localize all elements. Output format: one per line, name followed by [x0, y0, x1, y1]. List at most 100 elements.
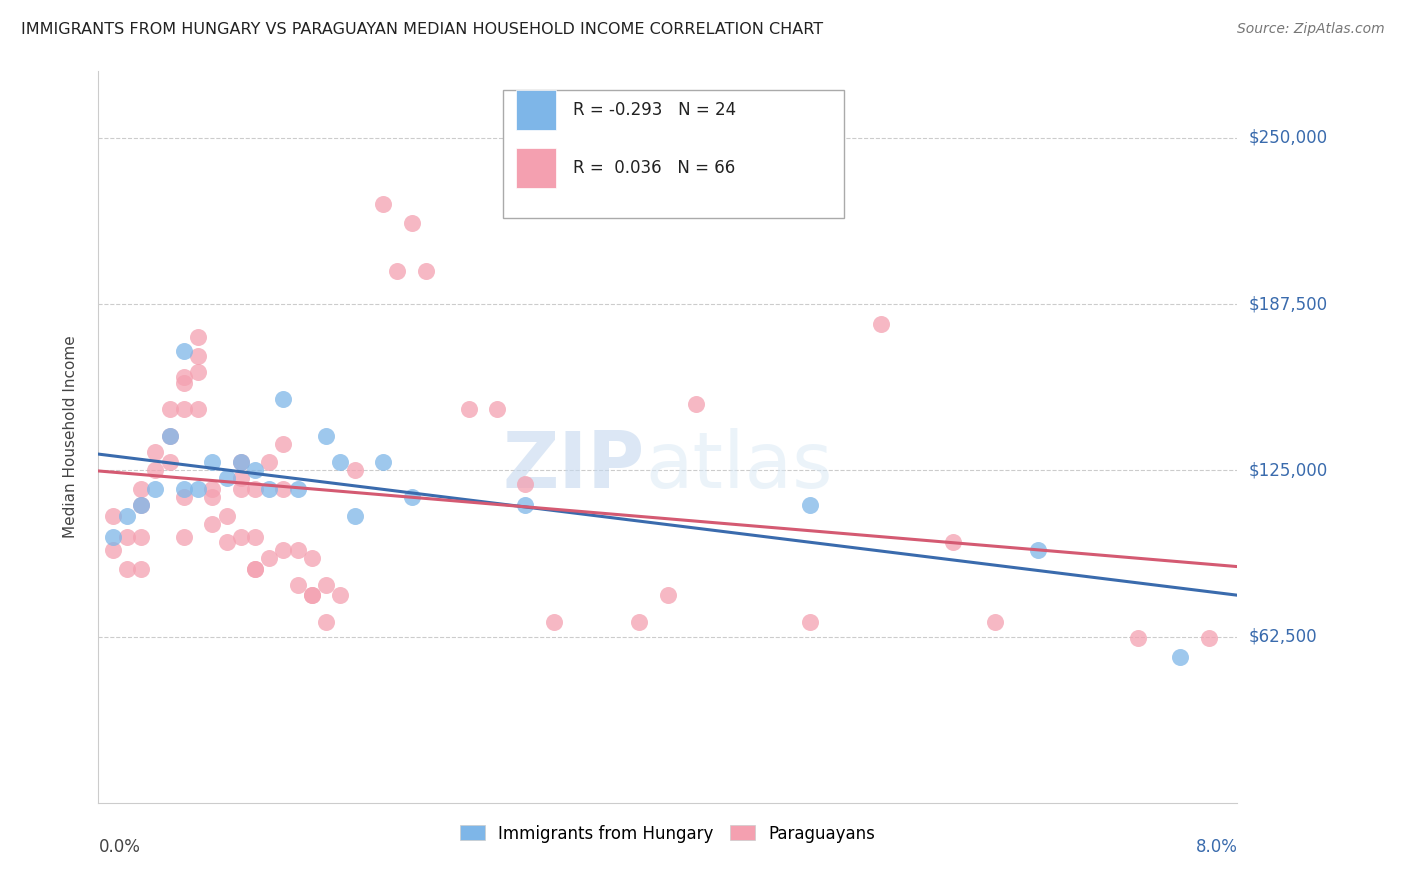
Point	[315, 577, 337, 591]
Point	[799, 615, 821, 629]
Point	[129, 498, 152, 512]
Point	[129, 482, 152, 496]
Text: Source: ZipAtlas.com: Source: ZipAtlas.com	[1237, 22, 1385, 37]
Point	[173, 402, 195, 417]
Point	[115, 508, 138, 523]
Point	[129, 498, 152, 512]
Point	[201, 482, 224, 496]
Point	[173, 376, 195, 390]
Point	[173, 530, 195, 544]
Point	[243, 530, 266, 544]
Text: $187,500: $187,500	[1249, 295, 1327, 313]
Point	[187, 365, 209, 379]
Point	[243, 463, 266, 477]
Point	[628, 615, 651, 629]
Text: R = -0.293   N = 24: R = -0.293 N = 24	[574, 101, 737, 119]
Point	[329, 455, 352, 469]
Point	[942, 535, 965, 549]
Text: ZIP: ZIP	[503, 428, 645, 504]
Point	[301, 551, 323, 566]
Point	[101, 530, 124, 544]
Point	[387, 264, 409, 278]
Point	[457, 402, 479, 417]
Point	[371, 197, 394, 211]
Point	[315, 615, 337, 629]
Point	[301, 588, 323, 602]
Point	[259, 455, 281, 469]
Text: 8.0%: 8.0%	[1195, 838, 1237, 855]
Point	[371, 455, 394, 469]
Point	[243, 562, 266, 576]
Point	[173, 370, 195, 384]
Point	[273, 482, 295, 496]
Point	[287, 482, 309, 496]
Point	[543, 615, 565, 629]
Point	[173, 343, 195, 358]
FancyBboxPatch shape	[516, 90, 557, 130]
Point	[870, 317, 893, 331]
Point	[159, 455, 181, 469]
Point	[315, 429, 337, 443]
FancyBboxPatch shape	[503, 89, 845, 218]
Point	[229, 471, 252, 485]
Point	[201, 455, 224, 469]
Text: IMMIGRANTS FROM HUNGARY VS PARAGUAYAN MEDIAN HOUSEHOLD INCOME CORRELATION CHART: IMMIGRANTS FROM HUNGARY VS PARAGUAYAN ME…	[21, 22, 824, 37]
Point	[301, 588, 323, 602]
Text: 0.0%: 0.0%	[98, 838, 141, 855]
Point	[173, 482, 195, 496]
Point	[187, 482, 209, 496]
Text: R =  0.036   N = 66: R = 0.036 N = 66	[574, 160, 735, 178]
Point	[215, 535, 238, 549]
Point	[273, 392, 295, 406]
Point	[799, 498, 821, 512]
Point	[287, 543, 309, 558]
Point	[173, 490, 195, 504]
Point	[215, 471, 238, 485]
Point	[187, 330, 209, 344]
Point	[259, 482, 281, 496]
Point	[343, 508, 366, 523]
Text: $250,000: $250,000	[1249, 128, 1327, 147]
Point	[515, 476, 537, 491]
Point	[243, 562, 266, 576]
Point	[145, 482, 167, 496]
Text: $125,000: $125,000	[1249, 461, 1327, 479]
Point	[101, 543, 124, 558]
Point	[515, 498, 537, 512]
Point	[401, 216, 423, 230]
Point	[273, 436, 295, 450]
Point	[401, 490, 423, 504]
Point	[984, 615, 1007, 629]
Point	[415, 264, 437, 278]
Y-axis label: Median Household Income: Median Household Income	[63, 335, 77, 539]
Point	[343, 463, 366, 477]
Point	[101, 508, 124, 523]
Legend: Immigrants from Hungary, Paraguayans: Immigrants from Hungary, Paraguayans	[453, 818, 883, 849]
Point	[229, 530, 252, 544]
Point	[159, 402, 181, 417]
Point	[329, 588, 352, 602]
FancyBboxPatch shape	[516, 148, 557, 188]
Point	[159, 429, 181, 443]
Point	[287, 577, 309, 591]
Point	[115, 530, 138, 544]
Point	[145, 463, 167, 477]
Text: $62,500: $62,500	[1249, 628, 1317, 646]
Point	[115, 562, 138, 576]
Point	[243, 482, 266, 496]
Point	[1026, 543, 1049, 558]
Point	[129, 562, 152, 576]
Point	[486, 402, 509, 417]
Point	[1170, 649, 1192, 664]
Point	[201, 516, 224, 531]
Point	[215, 508, 238, 523]
Text: atlas: atlas	[645, 428, 832, 504]
Point	[229, 482, 252, 496]
Point	[685, 397, 707, 411]
Point	[187, 349, 209, 363]
Point	[1198, 631, 1220, 645]
Point	[273, 543, 295, 558]
Point	[229, 455, 252, 469]
Point	[229, 455, 252, 469]
Point	[201, 490, 224, 504]
